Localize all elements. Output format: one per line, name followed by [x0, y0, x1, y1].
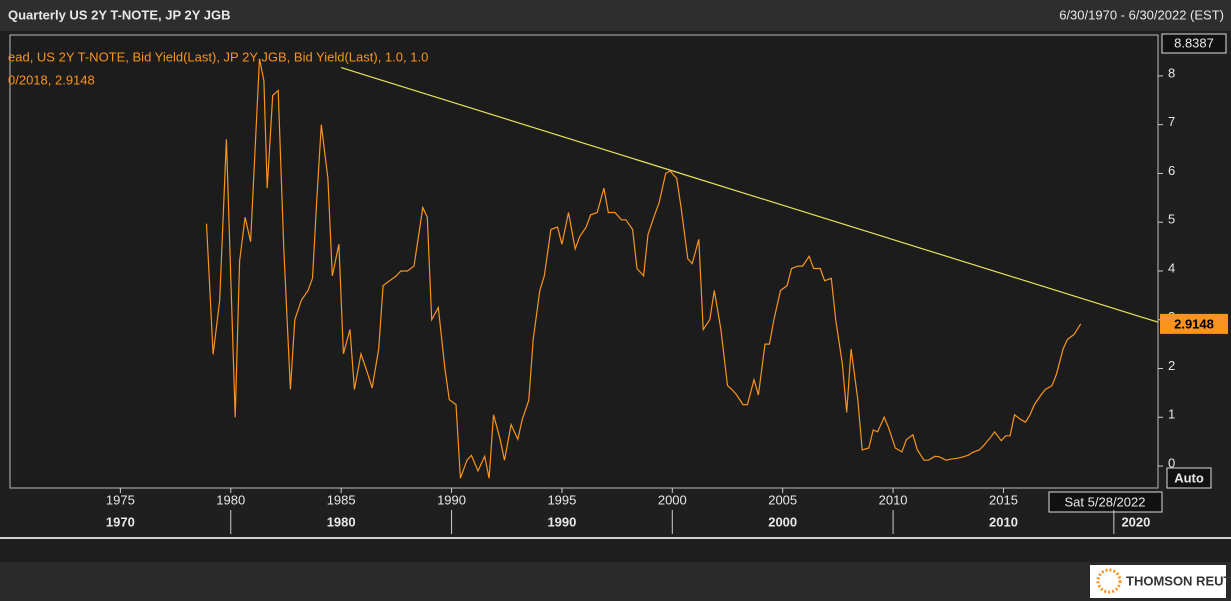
x-tick-label: 2010 [879, 492, 908, 507]
footer [0, 562, 1231, 601]
axis-max-label: 8.8387 [1174, 35, 1214, 50]
y-tick-label: 7 [1168, 114, 1175, 129]
cursor-date: Sat 5/28/2022 [1065, 494, 1146, 509]
date-range: 6/30/1970 - 6/30/2022 (EST) [1059, 7, 1224, 22]
last-value-box [1160, 313, 1228, 334]
decade-label: 2020 [1121, 514, 1150, 529]
y-tick-label: 6 [1168, 163, 1175, 178]
x-tick-label: 2005 [768, 492, 797, 507]
legend-line: 0/2018, 2.9148 [8, 72, 95, 87]
scale-mode[interactable]: Auto [1174, 470, 1204, 485]
cursor-date-box [1048, 491, 1163, 513]
y-tick-label: 5 [1168, 212, 1175, 227]
decade-label: 2010 [989, 514, 1018, 529]
logo-text: THOMSON REUTERS [1126, 573, 1231, 588]
series-line [205, 58, 1082, 479]
x-tick-label: 1980 [216, 492, 245, 507]
trendline [340, 67, 1158, 323]
y-tick-label: 1 [1168, 407, 1175, 422]
x-tick-label: 2000 [658, 492, 687, 507]
x-tick-label: 1985 [327, 492, 356, 507]
logo-icon [1096, 568, 1122, 594]
decade-label: 2000 [768, 514, 797, 529]
plot-area [9, 34, 1159, 489]
axis-max-box [1161, 33, 1227, 54]
last-value-label: 2.9148 [1174, 316, 1214, 331]
y-tick-label: 4 [1168, 260, 1175, 275]
decade-label: 1990 [547, 514, 576, 529]
x-tick-label: 1975 [106, 492, 135, 507]
x-tick-label: 1995 [547, 492, 576, 507]
x-tick-label: 2015 [989, 492, 1018, 507]
chart-title: Quarterly US 2Y T-NOTE, JP 2Y JGB [8, 7, 231, 22]
x-tick-label: 1990 [437, 492, 466, 507]
y-tick-label: 2 [1168, 358, 1175, 373]
y-tick-label: 0 [1168, 455, 1175, 470]
decade-label: 1970 [106, 514, 135, 529]
title-bar [0, 0, 1231, 31]
scale-mode-box[interactable] [1166, 467, 1212, 489]
legend-line: ead, US 2Y T-NOTE, Bid Yield(Last), JP 2… [8, 49, 428, 64]
decade-label: 1980 [327, 514, 356, 529]
y-tick-label: 8 [1168, 65, 1175, 80]
